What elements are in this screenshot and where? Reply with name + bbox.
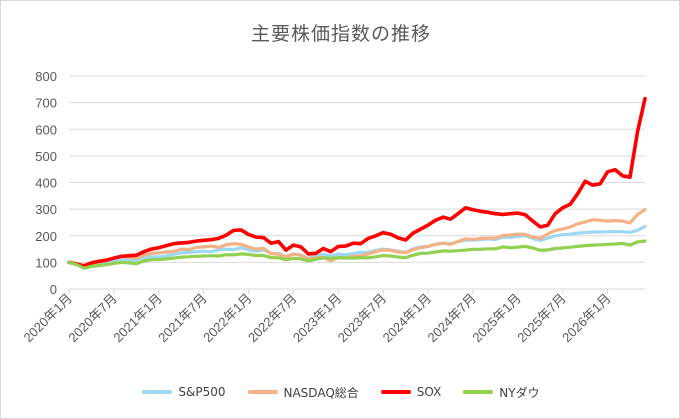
legend-label: NYダウ: [499, 385, 540, 400]
y-tick-label: 800: [35, 69, 57, 84]
chart-title: 主要株価指数の推移: [250, 23, 431, 45]
gridlines: [69, 75, 645, 290]
y-tick-label: 0: [50, 282, 57, 297]
y-tick-label: 200: [35, 229, 57, 244]
series-line-3: [67, 239, 647, 270]
y-axis: 0 100 200 300 400 500 600 700 800: [35, 69, 57, 297]
legend-entry: NASDAQ総合: [247, 384, 359, 401]
legend-entry: NYダウ: [463, 384, 540, 401]
y-tick-label: 100: [35, 255, 57, 270]
legend-swatch: [247, 390, 278, 394]
series-line-1: [67, 208, 647, 269]
plot-area: 0 100 200 300 400 500 600 700 800 2020年1月2020年7月…: [21, 69, 647, 345]
legend-entry: SOX: [380, 385, 442, 399]
series-line-0: [67, 224, 647, 270]
y-tick-label: 300: [35, 202, 57, 217]
legend-entry: S&P500: [142, 385, 226, 399]
legend-swatch: [142, 390, 173, 394]
series-line-2: [67, 96, 647, 268]
x-axis: 2020年1月2020年7月2021年1月2021年7月2022年1月2022年…: [21, 289, 614, 345]
series-lines: [67, 96, 647, 270]
legend-label: S&P500: [178, 385, 226, 399]
y-tick-label: 600: [35, 122, 57, 137]
legend-swatch: [380, 390, 411, 394]
legend: S&P500 NASDAQ総合 SOX NYダウ: [1, 382, 680, 402]
legend-label: NASDAQ総合: [283, 385, 359, 400]
y-tick-label: 700: [35, 96, 57, 111]
legend-label: SOX: [416, 385, 442, 399]
y-tick-label: 500: [35, 149, 57, 164]
legend-swatch: [463, 390, 494, 394]
x-tick-label: 2026年1月: [559, 291, 614, 346]
y-tick-label: 400: [35, 176, 57, 191]
